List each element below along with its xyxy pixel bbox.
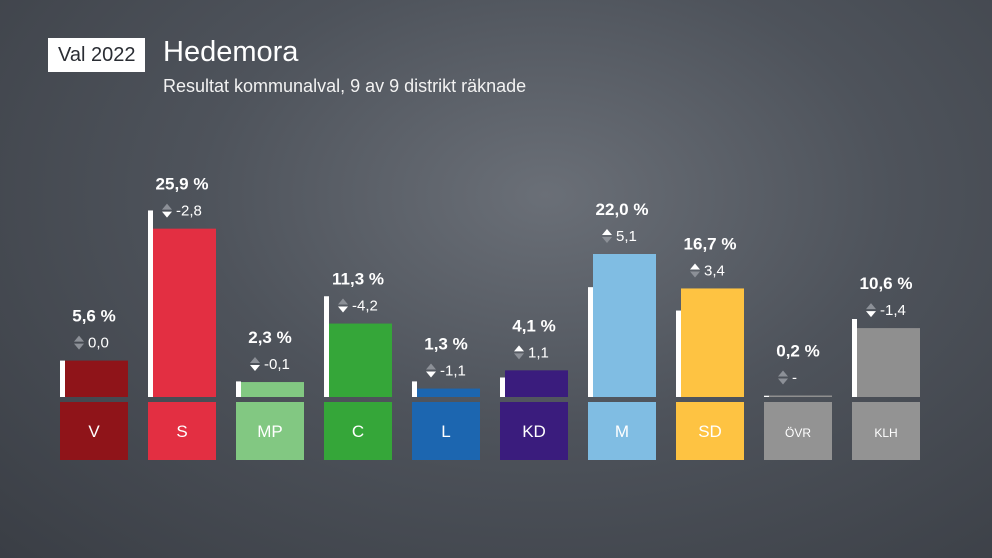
party-label-box <box>148 402 216 460</box>
bar-group-klh: KLH 10,6 % -1,4 <box>852 274 920 460</box>
change-label: 0,0 <box>88 335 109 352</box>
arrow-up-icon <box>338 298 348 305</box>
bar-group-c: C 11,3 % -4,2 <box>324 270 392 460</box>
bar <box>417 388 480 397</box>
bar <box>681 288 744 397</box>
bar-previous-marker <box>412 381 417 397</box>
change-label: 1,1 <box>528 344 549 361</box>
bar-previous-marker <box>324 296 329 397</box>
party-label-box <box>412 402 480 460</box>
party-label: KLH <box>874 426 897 440</box>
arrow-up-icon <box>690 263 700 270</box>
party-label: S <box>176 422 187 441</box>
bar-group-m: M 22,0 % 5,1 <box>588 200 656 460</box>
year-badge: Val 2022 <box>48 38 146 72</box>
change-label: -1,4 <box>880 302 906 319</box>
bar-group-sd: SD 16,7 % 3,4 <box>676 234 744 460</box>
party-label-box <box>764 402 832 460</box>
arrow-up-icon <box>514 345 524 352</box>
arrow-down-icon <box>514 353 524 360</box>
arrow-up-icon <box>162 203 172 210</box>
bar <box>65 360 128 397</box>
bar <box>329 323 392 397</box>
party-label: L <box>441 422 450 441</box>
arrow-up-icon <box>866 303 876 310</box>
party-label-box <box>588 402 656 460</box>
arrow-up-icon <box>778 370 788 377</box>
bar-group-s: S 25,9 % -2,8 <box>148 175 216 460</box>
value-label: 5,6 % <box>72 307 115 326</box>
value-label: 16,7 % <box>684 234 737 253</box>
change-label: -4,2 <box>352 298 378 315</box>
arrow-up-icon <box>602 229 612 235</box>
value-label: 11,3 % <box>332 270 384 289</box>
party-label-box <box>500 402 568 460</box>
bar-group-mp: MP 2,3 % -0,1 <box>236 328 304 460</box>
change-label: -1,1 <box>440 363 466 380</box>
arrow-up-icon <box>426 363 436 370</box>
party-label-box <box>676 402 744 460</box>
bar-group-l: L 1,3 % -1,1 <box>412 335 480 460</box>
bar-previous-marker <box>676 310 681 397</box>
page-subtitle: Resultat kommunalval, 9 av 9 distrikt rä… <box>163 76 527 96</box>
arrow-down-icon <box>426 371 436 378</box>
party-label: ÖVR <box>785 426 811 440</box>
bar <box>153 228 216 397</box>
value-label: 0,2 % <box>776 342 819 361</box>
value-label: 1,3 % <box>424 335 467 354</box>
bar-previous-marker <box>60 360 65 397</box>
bar-group-övr: ÖVR 0,2 % - <box>764 342 832 460</box>
party-label: C <box>352 422 364 441</box>
value-label: 10,6 % <box>860 274 913 293</box>
bar <box>241 382 304 397</box>
bar-previous-marker <box>148 210 153 397</box>
bar-previous-marker <box>236 381 241 397</box>
value-label: 2,3 % <box>248 328 291 347</box>
party-label: SD <box>698 422 722 441</box>
arrow-down-icon <box>602 237 612 243</box>
arrow-down-icon <box>250 365 260 372</box>
arrow-up-icon <box>250 357 260 364</box>
arrow-down-icon <box>778 378 788 385</box>
change-label: 3,4 <box>704 262 725 279</box>
bar <box>593 254 656 397</box>
party-label: V <box>88 422 100 441</box>
bar <box>505 370 568 397</box>
bar-group-kd: KD 4,1 % 1,1 <box>500 316 568 460</box>
arrow-up-icon <box>74 335 84 342</box>
value-label: 4,1 % <box>512 316 555 335</box>
change-label: 5,1 <box>616 228 637 245</box>
bar-previous-marker <box>500 377 505 397</box>
party-label: M <box>615 422 629 441</box>
arrow-down-icon <box>690 271 700 278</box>
page-title: Hedemora <box>163 36 299 68</box>
value-label: 25,9 % <box>156 175 209 194</box>
party-label: MP <box>257 422 283 441</box>
arrow-down-icon <box>866 311 876 318</box>
party-label-box <box>60 402 128 460</box>
arrow-down-icon <box>338 306 348 313</box>
party-label: KD <box>522 422 546 441</box>
bar-previous-marker <box>588 287 593 397</box>
party-label-box <box>852 402 920 460</box>
value-label: 22,0 % <box>596 200 649 219</box>
arrow-down-icon <box>162 211 172 218</box>
bar-previous-marker <box>764 395 769 397</box>
change-label: -0,1 <box>264 356 290 373</box>
bar <box>769 395 832 397</box>
party-label-box <box>236 402 304 460</box>
party-label-box <box>324 402 392 460</box>
bar-group-v: V 5,6 % 0,0 <box>60 307 128 460</box>
bar-previous-marker <box>852 319 857 397</box>
change-label: -2,8 <box>176 203 202 220</box>
change-label: - <box>792 370 797 387</box>
bar <box>857 328 920 397</box>
arrow-down-icon <box>74 343 84 350</box>
